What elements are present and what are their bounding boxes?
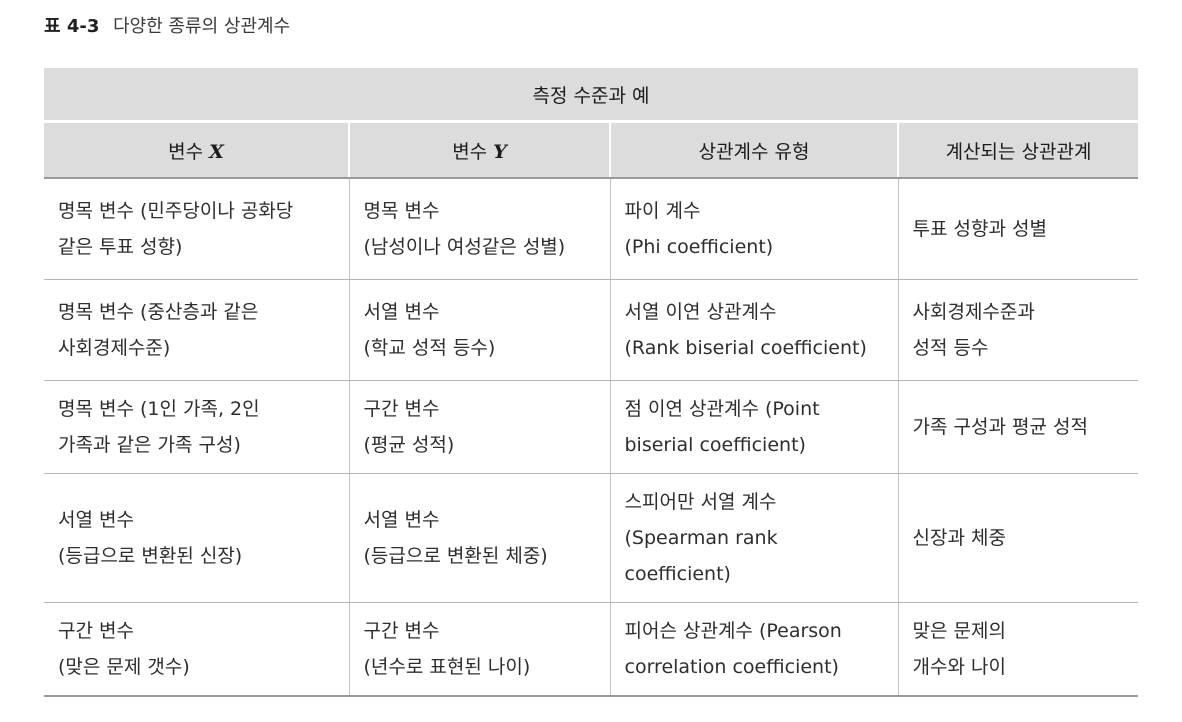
column-header-variable-y: 변수 Y (348, 121, 610, 179)
cell-variable-y: 서열 변수 (등급으로 변환된 체중) (348, 473, 610, 603)
variable-y-symbol: Y (493, 140, 507, 163)
table-row: 구간 변수 (맞은 문제 갯수) 구간 변수 (년수로 표현된 나이) 피어슨 상관… (44, 602, 1139, 697)
table-row: 서열 변수 (등급으로 변환된 신장) 서열 변수 (등급으로 변환된 체중) 스피… (44, 473, 1139, 603)
cell-coefficient-type: 파이 계수 (Phi coefficient) (609, 178, 898, 280)
cell-variable-x: 서열 변수 (등급으로 변환된 신장) (44, 473, 349, 603)
cell-coefficient-type: 피어슨 상관계수 (Pearson correlation coefficient… (609, 602, 898, 697)
cell-computed-correlation: 맞은 문제의 개수와 나이 (897, 602, 1139, 697)
cell-coefficient-type: 스피어만 서열 계수 (Spearman rank coefficient) (609, 473, 898, 603)
column-header-variable-x: 변수 X (44, 121, 349, 179)
cell-variable-x: 명목 변수 (민주당이나 공화당 같은 투표 성향) (44, 178, 349, 280)
cell-variable-y: 서열 변수 (학교 성적 등수) (348, 279, 610, 381)
column-header-coefficient-type: 상관계수 유형 (609, 121, 898, 179)
cell-variable-y: 구간 변수 (년수로 표현된 나이) (348, 602, 610, 697)
table-title: 다양한 종류의 상관계수 (113, 16, 291, 37)
table-row: 명목 변수 (민주당이나 공화당 같은 투표 성향) 명목 변수 (남성이나 여성같… (44, 178, 1139, 280)
group-header: 측정 수준과 예 (44, 68, 1139, 123)
cell-computed-correlation: 사회경제수준과 성적 등수 (897, 279, 1139, 381)
column-header-row: 변수 X 변수 Y 상관계수 유형 계산되는 상관관계 (44, 121, 1139, 179)
cell-variable-x: 구간 변수 (맞은 문제 갯수) (44, 602, 349, 697)
cell-variable-x: 명목 변수 (1인 가족, 2인 가족과 같은 가족 구성) (44, 380, 349, 474)
cell-coefficient-type: 서열 이연 상관계수 (Rank biserial coefficient) (609, 279, 898, 381)
variable-x-symbol: X (209, 140, 224, 163)
cell-computed-correlation: 투표 성향과 성별 (897, 178, 1139, 280)
table-number: 표 4-3 (44, 16, 100, 37)
cell-variable-x: 명목 변수 (중산층과 같은 사회경제수준) (44, 279, 349, 381)
table-row: 명목 변수 (중산층과 같은 사회경제수준) 서열 변수 (학교 성적 등수) 서열… (44, 279, 1139, 381)
correlation-types-table: 측정 수준과 예 변수 X 변수 Y 상관계수 유형 계산되는 상관관계 명목 … (44, 68, 1139, 697)
cell-variable-y: 구간 변수 (평균 성적) (348, 380, 610, 474)
cell-variable-y: 명목 변수 (남성이나 여성같은 성별) (348, 178, 610, 280)
cell-coefficient-type: 점 이연 상관계수 (Point biserial coefficient) (609, 380, 898, 474)
cell-computed-correlation: 신장과 체중 (897, 473, 1139, 603)
table-row: 명목 변수 (1인 가족, 2인 가족과 같은 가족 구성) 구간 변수 (평균 성… (44, 380, 1139, 474)
column-header-computed-correlation: 계산되는 상관관계 (896, 121, 1139, 179)
cell-computed-correlation: 가족 구성과 평균 성적 (897, 380, 1139, 474)
table-caption: 표 4-3 다양한 종류의 상관계수 (44, 14, 290, 40)
